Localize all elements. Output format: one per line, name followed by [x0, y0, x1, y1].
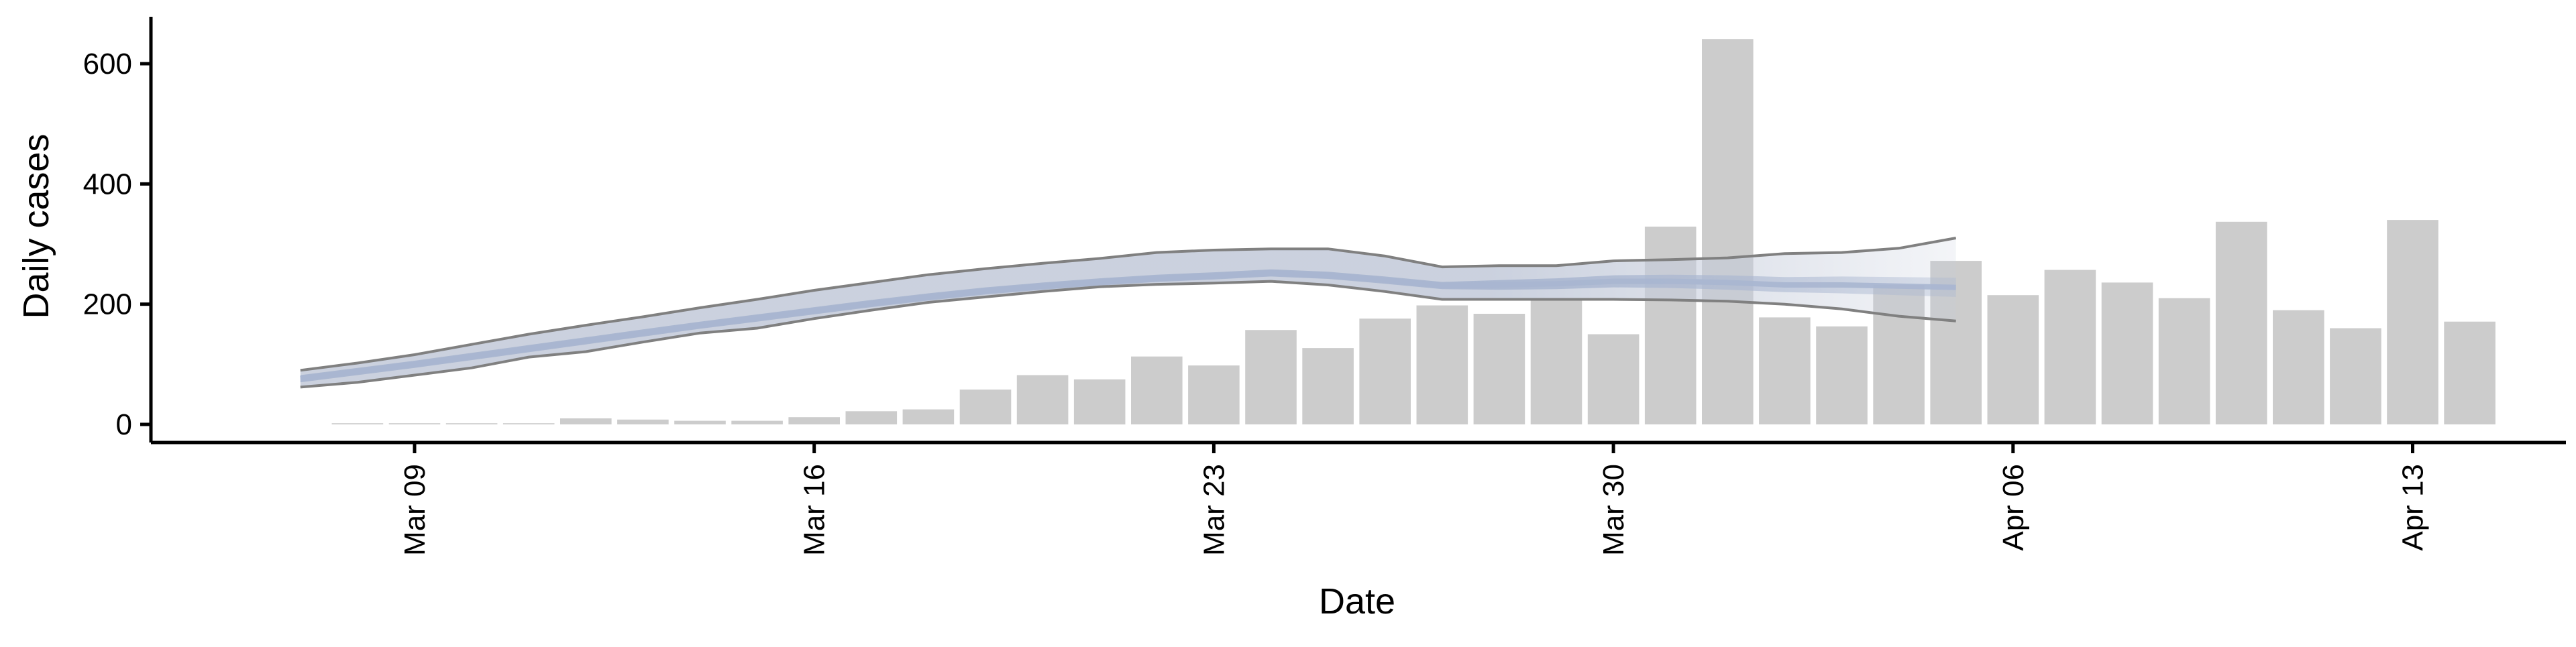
y-axis-title: Daily cases	[16, 133, 56, 318]
bar-2020-03-24	[1245, 330, 1297, 424]
bar-2020-03-13	[617, 419, 669, 424]
bar-2020-03-28	[1473, 314, 1525, 424]
bar-2020-03-25	[1302, 348, 1354, 424]
bar-2020-04-09	[2158, 298, 2210, 424]
lower-bound-line	[300, 280, 1956, 389]
bar-2020-03-12	[560, 418, 612, 424]
bar-2020-04-07	[2044, 270, 2096, 424]
bar-2020-03-27	[1416, 305, 1468, 424]
x-tick-label: Mar 09	[398, 464, 431, 556]
bar-2020-04-03	[1816, 326, 1868, 424]
median-line	[300, 270, 1956, 381]
y-tick-label: 200	[83, 288, 132, 321]
x-tick-label: Mar 16	[798, 464, 831, 556]
bar-2020-03-26	[1359, 318, 1411, 424]
bar-2020-03-17	[845, 411, 898, 424]
bar-2020-03-23	[1188, 365, 1240, 424]
bar-2020-03-09	[388, 423, 441, 424]
bar-2020-04-02	[1759, 317, 1811, 424]
bar-2020-03-14	[674, 420, 726, 424]
bar-2020-04-06	[1987, 295, 2039, 424]
bars-layer	[331, 39, 2496, 425]
bar-2020-04-12	[2330, 328, 2381, 424]
y-tick-label: 400	[83, 168, 132, 200]
bar-2020-03-22	[1131, 356, 1183, 424]
y-axis-ticks: 0 200 400 600	[83, 48, 151, 441]
bar-2020-04-01	[1702, 39, 1754, 424]
bar-2020-03-30	[1587, 334, 1640, 424]
bar-2020-03-21	[1073, 379, 1126, 425]
x-tick-label: Apr 06	[1997, 464, 2030, 551]
bar-2020-03-11	[502, 423, 555, 424]
x-tick-label: Mar 23	[1197, 464, 1230, 556]
x-axis-title: Date	[1319, 581, 1395, 622]
bar-2020-03-16	[788, 417, 840, 424]
bar-2020-03-18	[902, 409, 955, 424]
x-tick-label: Mar 30	[1597, 464, 1630, 556]
bar-2020-03-29	[1530, 300, 1582, 424]
bar-2020-04-10	[2215, 221, 2267, 424]
y-tick-label: 600	[83, 48, 132, 80]
bar-2020-04-13	[2387, 220, 2438, 424]
outer-interval-band	[300, 238, 1956, 388]
inner-interval-band	[300, 269, 1956, 383]
bar-2020-03-20	[1016, 375, 1069, 424]
bar-2020-03-10	[445, 423, 498, 424]
upper-bound-line	[300, 237, 1957, 372]
bar-2020-03-08	[331, 423, 384, 424]
y-tick-label: 0	[116, 408, 132, 441]
bar-2020-03-19	[959, 390, 1012, 424]
bar-2020-03-15	[731, 420, 783, 424]
interval-band-layer	[300, 237, 1957, 389]
bar-2020-03-31	[1644, 227, 1697, 424]
bar-2020-04-14	[2444, 321, 2496, 424]
x-axis-ticks: Mar 09 Mar 16 Mar 23 Mar 30 Apr 06 Apr 13	[398, 443, 2430, 556]
bar-2020-04-11	[2273, 310, 2324, 424]
bar-2020-04-08	[2101, 282, 2153, 424]
x-tick-label: Apr 13	[2397, 464, 2430, 551]
axes-layer	[149, 17, 2566, 445]
